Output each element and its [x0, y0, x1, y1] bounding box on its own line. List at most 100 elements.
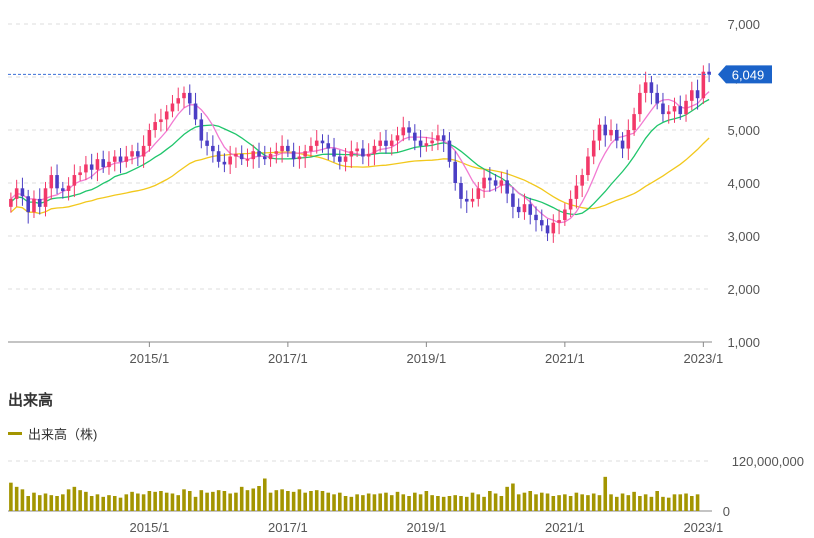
candle-body	[447, 140, 452, 162]
volume-bar	[488, 491, 492, 511]
candle-body	[101, 159, 106, 168]
volume-bar	[262, 478, 267, 511]
volume-bar	[678, 494, 683, 511]
volume-bar	[476, 494, 481, 511]
candle-body	[286, 145, 290, 152]
volume-y-tick-label: 120,000,000	[732, 455, 804, 469]
candle-body	[182, 92, 186, 99]
volume-bar	[216, 490, 221, 511]
candle-body	[557, 220, 561, 223]
candle-body	[476, 188, 481, 199]
candle-body	[280, 145, 284, 152]
volume-bar	[66, 489, 71, 511]
current-price-badge	[718, 65, 772, 84]
candle-body	[95, 159, 100, 170]
candle-body	[568, 198, 573, 210]
volume-bar	[424, 491, 429, 511]
volume-bar	[534, 494, 538, 511]
candle-body	[372, 145, 377, 154]
candle-body	[591, 140, 596, 157]
price-chart[interactable]: 7,0006,0005,0004,0003,0002,0001,0002015/…	[0, 0, 814, 380]
candle-body	[707, 71, 711, 75]
volume-bar	[597, 495, 602, 511]
candle-body	[251, 151, 256, 160]
candle-body	[355, 148, 359, 152]
volume-legend-swatch	[8, 432, 22, 435]
volume-bar	[205, 492, 209, 511]
volume-bar	[418, 494, 423, 511]
volume-bar	[257, 486, 261, 511]
volume-x-tick-label: 2015/1	[129, 520, 169, 535]
candle-body	[309, 145, 313, 152]
candle-body	[638, 92, 642, 115]
volume-bar	[441, 496, 446, 511]
volume-bar	[614, 496, 619, 511]
volume-bar	[453, 495, 458, 511]
candle-body	[407, 127, 411, 133]
candle-body	[413, 132, 417, 141]
candle-body	[586, 156, 590, 176]
candle-body	[655, 92, 659, 104]
candle-body	[482, 177, 486, 189]
volume-bar	[130, 491, 134, 511]
volume-y-tick-label: 0	[723, 504, 730, 519]
volume-bar	[89, 496, 94, 511]
volume-bar	[695, 494, 700, 511]
candle-body	[338, 156, 342, 162]
volume-bar	[78, 490, 82, 511]
candle-body	[43, 188, 48, 207]
candle-body	[136, 151, 140, 157]
volume-bar	[355, 494, 359, 511]
volume-bar	[320, 491, 325, 511]
volume-bar	[136, 493, 140, 511]
volume-bar	[280, 489, 284, 511]
candle-body	[563, 209, 567, 221]
volume-bar	[580, 494, 584, 511]
volume-x-tick-label: 2017/1	[268, 520, 308, 535]
volume-bar	[286, 491, 290, 511]
candle-body	[14, 188, 19, 199]
candle-body	[453, 161, 458, 183]
price-x-tick-label: 2017/1	[268, 351, 308, 366]
current-price-label: 6,049	[732, 67, 765, 82]
candle-body	[205, 140, 209, 146]
volume-bar	[338, 492, 342, 511]
volume-chart[interactable]: 120,000,000 0 2015/1 2017/1 2019/1 2021/1 2023…	[0, 455, 814, 535]
candle-body	[61, 188, 65, 191]
candle-body	[211, 145, 215, 152]
candle-body	[216, 151, 221, 162]
volume-bar	[499, 496, 504, 511]
candle-body	[436, 135, 440, 141]
volume-bar	[384, 492, 388, 511]
candle-body	[522, 204, 527, 213]
volume-bar	[661, 496, 665, 511]
price-y-tick-label: 1,000	[727, 335, 760, 350]
volume-bar	[511, 483, 515, 511]
volume-bar	[193, 496, 198, 511]
candle-body	[378, 140, 382, 146]
candle-body	[441, 135, 446, 141]
volume-bar	[372, 494, 377, 511]
candle-body	[239, 153, 244, 160]
volume-bar	[551, 496, 556, 511]
volume-legend-label: 出来高（株)	[28, 427, 98, 442]
candle-body	[332, 148, 336, 157]
candle-body	[597, 124, 602, 141]
price-x-tick-label: 2015/1	[129, 351, 169, 366]
volume-bar	[366, 493, 371, 511]
candle-body	[274, 151, 279, 154]
candle-body	[297, 156, 302, 160]
volume-bar	[470, 492, 475, 511]
volume-bar	[112, 496, 117, 511]
candle-body	[643, 82, 648, 93]
candle-body	[153, 122, 157, 130]
volume-bar	[9, 482, 13, 511]
volume-bar	[274, 490, 279, 511]
volume-bar	[153, 491, 157, 511]
candle-body	[539, 220, 544, 226]
candle-body	[326, 143, 331, 149]
candle-body	[268, 153, 273, 160]
volume-bar	[95, 494, 100, 511]
candle-body	[26, 196, 30, 213]
